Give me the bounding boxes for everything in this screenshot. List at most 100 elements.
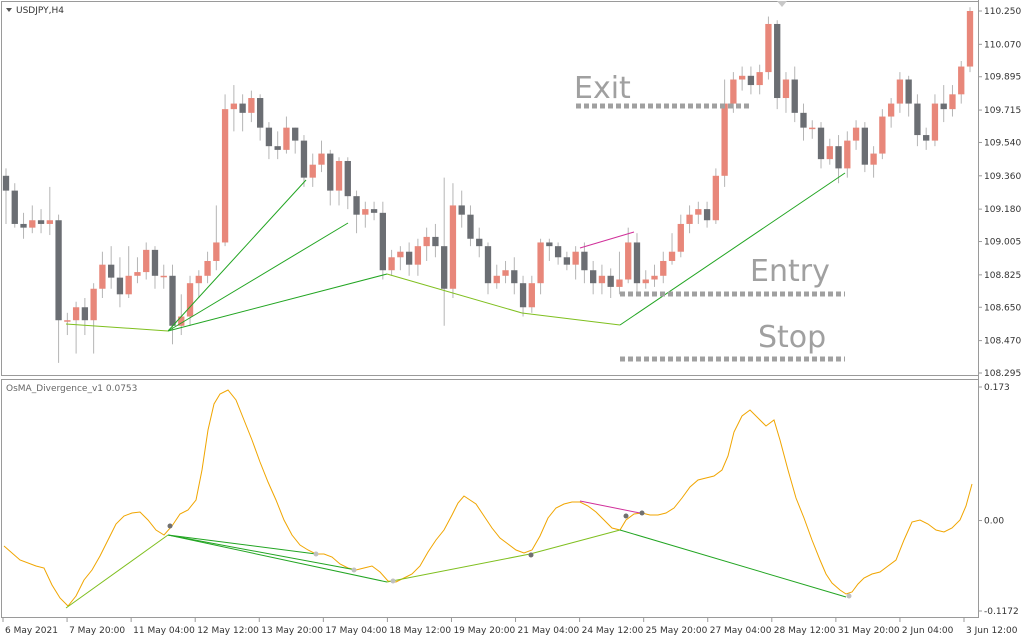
bullish-candle: [695, 209, 702, 215]
bullish-candle: [809, 127, 816, 130]
bullish-candle: [931, 103, 939, 141]
bullish-candle: [230, 103, 238, 110]
dropdown-triangle-icon[interactable]: [6, 8, 12, 12]
bearish-candle: [292, 127, 299, 141]
bullish-candle: [712, 175, 720, 221]
bullish-candle: [879, 116, 886, 154]
bullish-candle: [309, 164, 316, 178]
bearish-candle: [484, 246, 492, 284]
trend-line: [65, 323, 169, 332]
bearish-candle: [519, 283, 527, 308]
bullish-candle: [160, 275, 167, 278]
bearish-candle: [905, 79, 912, 104]
bullish-candle: [782, 79, 790, 99]
bearish-candle: [476, 238, 483, 247]
bearish-candle: [37, 220, 45, 224]
time-tick-label: 28 May 12:00: [774, 626, 836, 636]
time-tick-label: 12 May 12:00: [197, 626, 259, 636]
price-tick-label: 109.895: [984, 73, 1021, 83]
bearish-candle: [835, 146, 842, 169]
price-tick-label: 108.650: [984, 303, 1021, 313]
bearish-candle: [274, 146, 281, 150]
bearish-candle: [441, 246, 448, 289]
shift-marker-icon[interactable]: [777, 1, 787, 7]
bearish-candle: [81, 307, 89, 321]
divergence-line: [579, 500, 641, 514]
bullish-candle: [362, 209, 369, 215]
bearish-candle: [581, 251, 588, 271]
price-axis: 110.250 110.070 109.895 109.715 109.540 109.3…: [978, 7, 1021, 379]
divergence-line: [579, 231, 635, 249]
indicator-panel-frame: [1, 379, 979, 618]
bullish-candle: [134, 272, 141, 276]
bullish-candle: [887, 103, 895, 117]
time-tick-label: 11 May 04:00: [133, 626, 195, 636]
bullish-candle: [730, 79, 737, 104]
osma-axis: 0.173 0.00 -0.1172: [978, 383, 1019, 617]
bullish-candle: [29, 220, 36, 228]
trend-line: [619, 172, 846, 326]
bullish-candle: [870, 153, 877, 165]
bullish-candle: [826, 146, 833, 160]
exit-label: Exit: [574, 71, 631, 106]
trend-line: [167, 222, 349, 332]
bullish-candle: [46, 220, 53, 224]
bearish-candle: [774, 23, 781, 99]
trend-line: [167, 534, 357, 571]
osma-divergence-lines: [65, 500, 847, 609]
trend-line: [386, 553, 531, 583]
osma-tick-label: 0.00: [984, 517, 1004, 527]
bearish-candle: [2, 175, 10, 191]
time-axis: 6 May 2021 7 May 20:00 11 May 04:00 12 May …: [2, 618, 1018, 636]
bearish-candle: [563, 257, 571, 265]
bearish-candle: [800, 112, 807, 128]
stop-label: Stop: [758, 320, 826, 355]
bullish-candle: [949, 94, 956, 110]
signal-dot: [528, 552, 534, 558]
bearish-candle: [914, 103, 921, 136]
time-tick-label: 19 May 20:00: [453, 626, 515, 636]
time-tick-label: 3 Jun 12:00: [966, 626, 1018, 636]
bullish-candle: [738, 75, 746, 80]
trend-line: [386, 273, 523, 314]
bullish-candle: [765, 23, 772, 73]
bearish-candle: [379, 212, 386, 271]
time-tick-label: 31 May 20:00: [838, 626, 900, 636]
time-tick-label: 6 May 2021: [5, 626, 58, 636]
bearish-candle: [546, 242, 553, 247]
bearish-candle: [511, 270, 518, 284]
bearish-candle: [327, 153, 334, 191]
bearish-candle: [432, 236, 439, 247]
bearish-candle: [607, 275, 614, 287]
bullish-candle: [616, 279, 623, 287]
entry-label: Entry: [750, 254, 830, 289]
bullish-candle: [90, 288, 97, 321]
bearish-candle: [405, 251, 413, 265]
bullish-candle: [660, 260, 667, 276]
trend-line: [167, 534, 388, 583]
time-tick-label: 27 May 04:00: [710, 626, 772, 636]
trend-line: [167, 273, 388, 332]
bearish-candle: [747, 75, 755, 86]
price-tick-label: 109.180: [984, 205, 1021, 215]
signal-dot: [623, 513, 629, 519]
bearish-candle: [940, 103, 947, 110]
bearish-candle: [861, 127, 868, 165]
bearish-candle: [370, 209, 378, 213]
signal-dot: [639, 510, 645, 516]
bullish-candle: [99, 264, 106, 289]
bullish-candle: [248, 98, 255, 113]
bullish-candle: [572, 251, 579, 265]
trend-line: [619, 529, 847, 598]
trend-line: [521, 312, 621, 326]
bearish-candle: [923, 135, 930, 141]
bullish-candle: [958, 66, 965, 95]
price-tick-label: 109.360: [984, 172, 1021, 182]
bearish-candle: [633, 242, 641, 284]
signal-dot: [351, 567, 357, 573]
bearish-candle: [458, 205, 465, 215]
bearish-candle: [55, 220, 62, 321]
bullish-candle: [502, 270, 509, 276]
bullish-candle: [896, 79, 904, 104]
